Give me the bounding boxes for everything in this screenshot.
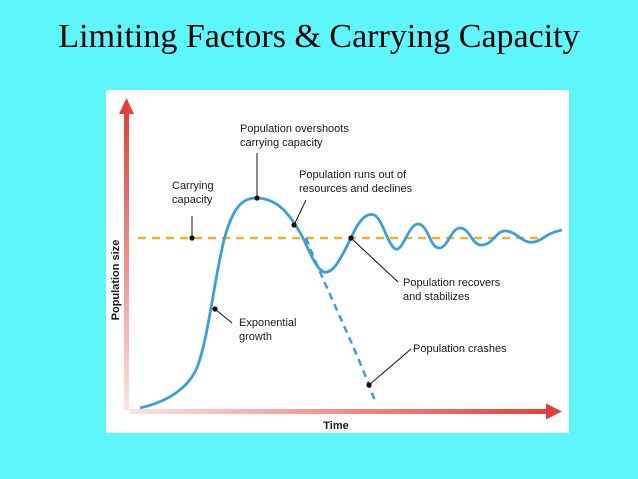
marker-crashes [366, 382, 372, 388]
leader-recovers [350, 237, 399, 283]
leader-crashes [368, 348, 412, 386]
annotation-recovers: Population recovers and stabilizes [403, 277, 503, 303]
y-axis-shaft [124, 112, 129, 410]
marker-carrying-capacity [189, 235, 195, 241]
leader-exponential [214, 308, 233, 324]
annotation-overshoot: Population overshoots carrying capacity [240, 123, 352, 149]
x-axis-shaft [129, 409, 549, 414]
x-axis-label: Time [323, 420, 348, 432]
x-axis [129, 403, 562, 420]
annotation-exponential: Exponential growth [239, 317, 300, 343]
diagram-panel: Carrying capacity Population overshoots … [106, 90, 569, 433]
marker-recovers [348, 235, 354, 241]
annotation-runs-out: Population runs out of resources and dec… [299, 169, 413, 195]
marker-exponential [212, 306, 218, 312]
marker-overshoot [254, 195, 260, 201]
slide-title: Limiting Factors & Carrying Capacity [58, 18, 580, 55]
population-diagram: Carrying capacity Population overshoots … [110, 98, 563, 432]
annotation-crashes: Population crashes [413, 343, 507, 355]
x-axis-arrowhead [546, 403, 562, 420]
population-curve [139, 196, 563, 410]
y-axis-label: Population size [110, 240, 122, 321]
annotation-carrying-capacity: Carrying capacity [172, 180, 217, 206]
y-axis-arrowhead [119, 98, 134, 114]
leader-runs-out [293, 199, 307, 226]
y-axis [119, 98, 134, 410]
marker-runs-out [291, 222, 297, 228]
